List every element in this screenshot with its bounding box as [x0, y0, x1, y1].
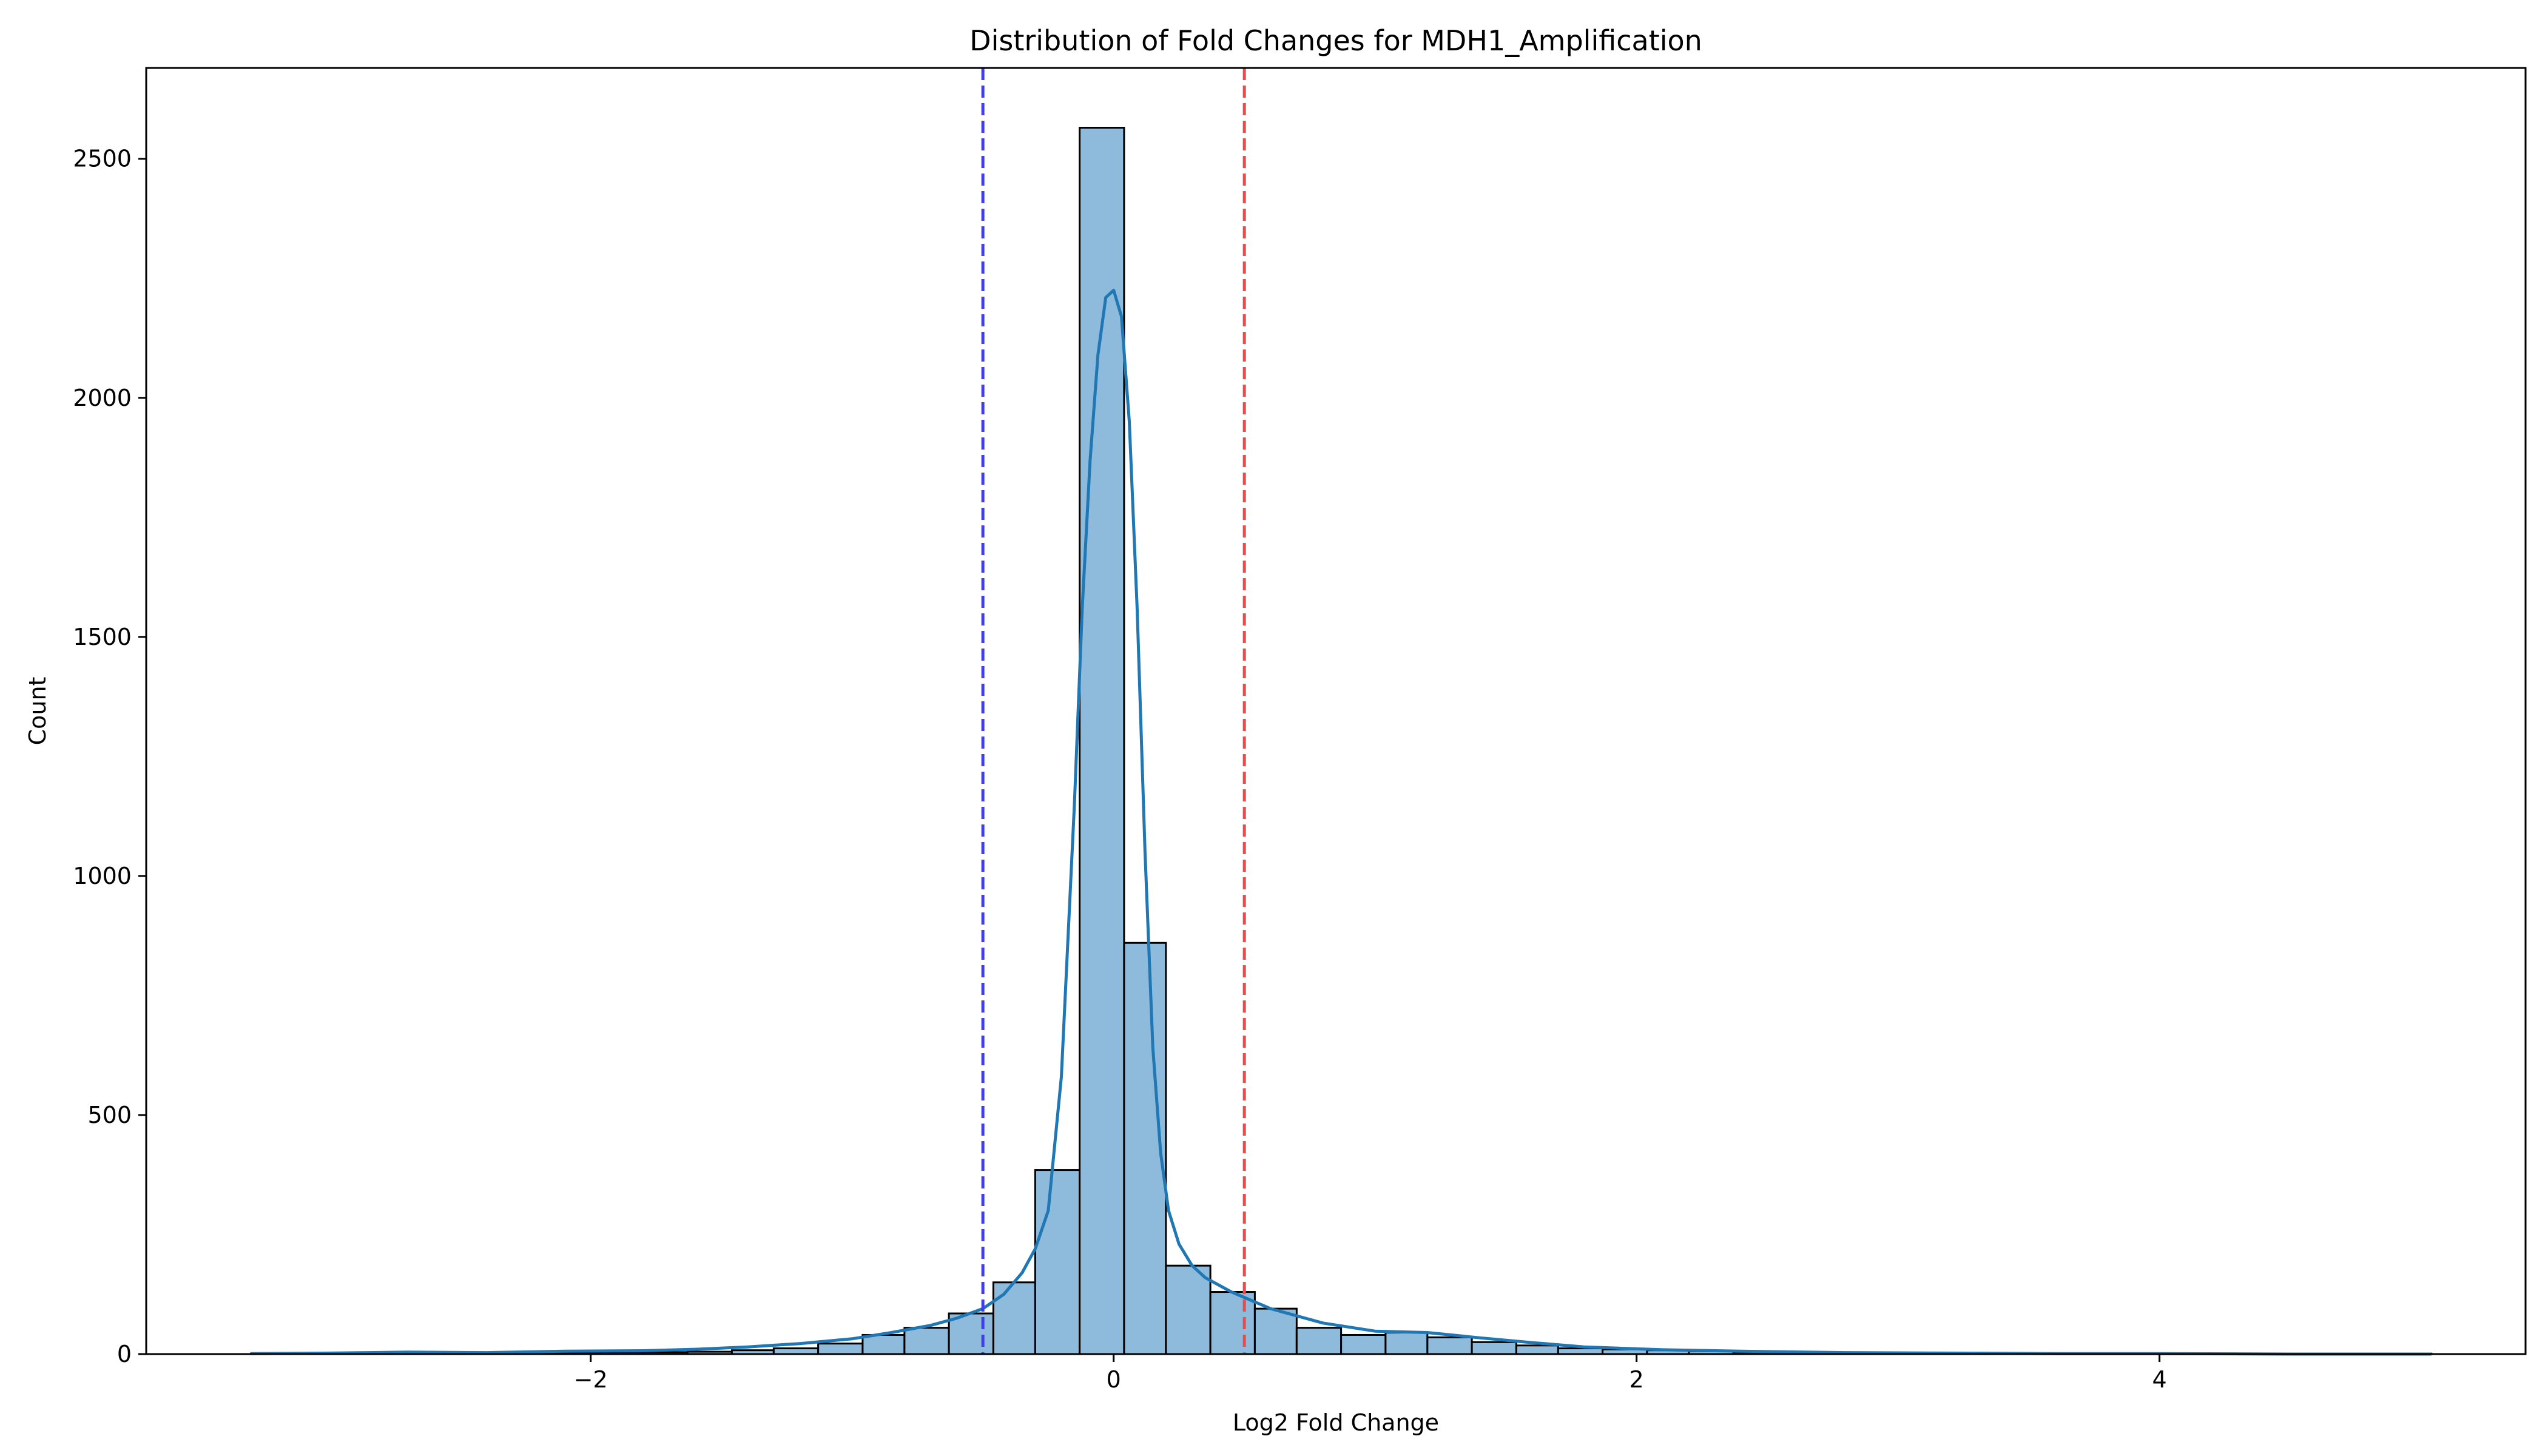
y-axis-label: Count	[24, 677, 51, 746]
chart-title: Distribution of Fold Changes for MDH1_Am…	[969, 24, 1702, 57]
histogram-bar	[1079, 127, 1125, 1355]
kde-curve	[251, 289, 2432, 1356]
y-tick-label: 0	[117, 1341, 132, 1367]
histogram-bar	[1295, 1327, 1343, 1355]
histogram-bar	[1209, 1291, 1256, 1355]
histogram-bar	[903, 1327, 950, 1355]
x-tick-label: 2	[1630, 1366, 1644, 1393]
histogram-bar	[1340, 1333, 1387, 1355]
histogram-bar	[861, 1333, 906, 1355]
y-tick-label: 1500	[73, 624, 132, 650]
plot-frame	[145, 67, 2527, 1355]
histogram-bar	[992, 1281, 1036, 1355]
x-tick-label: 0	[1107, 1366, 1121, 1393]
y-tick-label: 1000	[73, 863, 132, 889]
x-axis-label: Log2 Fold Change	[1233, 1409, 1439, 1436]
y-tick-label: 500	[87, 1102, 132, 1128]
y-axis: 0 500 1000 1500 2000 2500	[73, 146, 146, 1367]
histogram-bar	[1426, 1336, 1473, 1355]
x-tick-label: 4	[2152, 1366, 2167, 1393]
histogram-bar	[1034, 1169, 1081, 1355]
x-axis: −2 0 2 4	[574, 1354, 2167, 1393]
y-tick-label: 2500	[73, 146, 132, 172]
y-tick-label: 2000	[73, 385, 132, 411]
histogram-bar	[1384, 1332, 1429, 1355]
histogram-bar	[817, 1343, 864, 1355]
kde-line	[251, 289, 2432, 1356]
x-tick-label: −2	[574, 1366, 608, 1393]
histogram-bar	[1471, 1341, 1517, 1355]
histogram-bar	[1165, 1264, 1212, 1355]
histogram-bar	[1515, 1344, 1559, 1355]
histogram-bar	[948, 1312, 994, 1355]
reference-lines	[981, 68, 1246, 1354]
